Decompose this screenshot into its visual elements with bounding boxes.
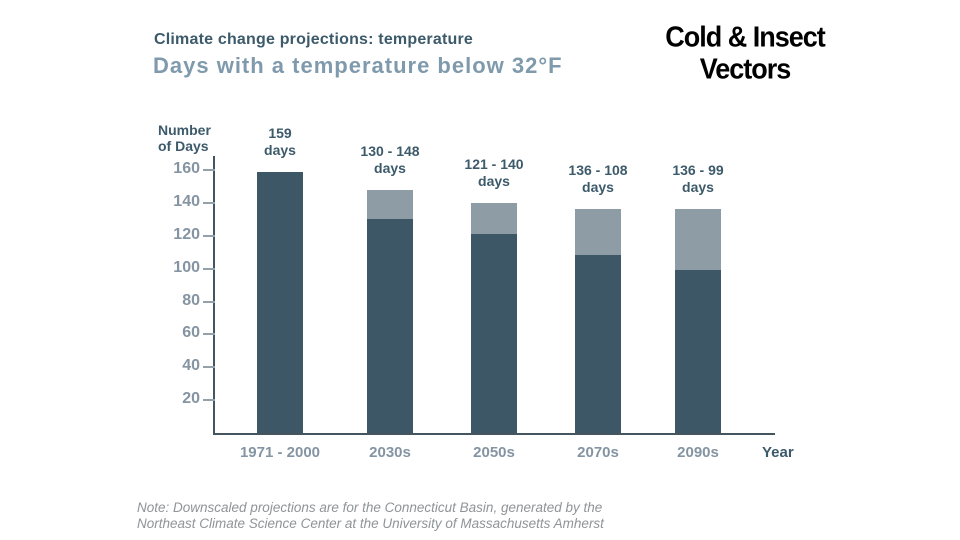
x-category-label: 2090s	[677, 444, 719, 461]
y-axis-title-line2: of Days	[158, 138, 209, 154]
y-tick-label: 120	[173, 225, 200, 243]
bar-value-range: 136 - 108	[568, 162, 628, 179]
bar-value-label: 121 - 140 days	[434, 156, 554, 190]
bar-value-range: 136 - 99	[672, 162, 724, 179]
x-axis-line	[213, 433, 775, 435]
bar-segment-light-2030s	[367, 189, 413, 220]
y-tick-label: 100	[173, 258, 200, 276]
bar-segment-light-2090s	[675, 209, 721, 271]
y-tick-label: 20	[182, 390, 200, 408]
y-tick-mark	[203, 169, 215, 171]
y-axis-line	[213, 156, 215, 435]
x-category-label: 1971 - 2000	[239, 444, 321, 461]
y-tick-mark	[203, 201, 215, 204]
x-category-label: 2030s	[369, 444, 411, 461]
bar-segment-dark-2030s	[367, 219, 413, 433]
y-tick-label: 80	[182, 291, 200, 309]
bar-segment-dark-2070s	[575, 255, 621, 433]
bar-value-range: 130 - 148	[360, 142, 420, 159]
y-tick-label: 160	[173, 160, 200, 177]
y-tick-mark	[203, 366, 215, 369]
y-tick-mark	[203, 300, 215, 303]
bar-value-range: 159	[268, 124, 292, 141]
bar-segment-light-2050s	[471, 202, 517, 235]
x-category-label: 2070s	[577, 444, 619, 461]
y-tick-mark	[203, 333, 215, 336]
y-tick-mark	[203, 267, 215, 270]
x-category-label: 2050s	[473, 444, 515, 461]
corner-label: Cold & Insect Vectors	[638, 21, 852, 85]
chart-title: Days with a temperature below 32°F	[153, 53, 563, 78]
chart-kicker: Climate change projections: temperature	[154, 31, 473, 48]
bar-value-label: 136 - 99 days	[638, 162, 758, 196]
y-tick-label: 60	[182, 324, 200, 342]
bar-value-label: 136 - 108 days	[538, 162, 658, 196]
bar-value-unit: days	[582, 179, 614, 196]
y-tick-mark	[203, 399, 215, 402]
x-axis-title: Year	[762, 444, 794, 461]
bar-value-label: 159 days	[220, 125, 340, 159]
bar-segment-dark-1971 - 2000	[257, 171, 303, 433]
bar-value-range: 121 - 140	[464, 155, 524, 172]
source-note-line1: Note: Downscaled projections are for the…	[137, 500, 603, 515]
y-tick-label: 140	[173, 192, 200, 210]
source-note-line2: Northeast Climate Science Center at the …	[137, 516, 604, 531]
bar-segment-light-2070s	[575, 209, 621, 256]
bar-segment-dark-2090s	[675, 270, 721, 433]
bar-segment-dark-2050s	[471, 234, 517, 433]
bar-value-unit: days	[264, 141, 296, 158]
y-axis-title-line1: Number	[158, 122, 211, 138]
y-tick-label: 40	[182, 357, 200, 375]
source-note: Note: Downscaled projections are for the…	[137, 500, 604, 532]
bar-value-unit: days	[478, 172, 510, 189]
corner-label-line1: Cold & Insect	[665, 21, 826, 53]
y-axis-title: Number of Days	[158, 122, 211, 154]
bar-value-label: 130 - 148 days	[330, 143, 450, 177]
bar-value-unit: days	[374, 159, 406, 176]
corner-label-line2: Vectors	[699, 53, 792, 85]
y-tick-mark	[203, 234, 215, 237]
bar-value-unit: days	[682, 179, 714, 196]
